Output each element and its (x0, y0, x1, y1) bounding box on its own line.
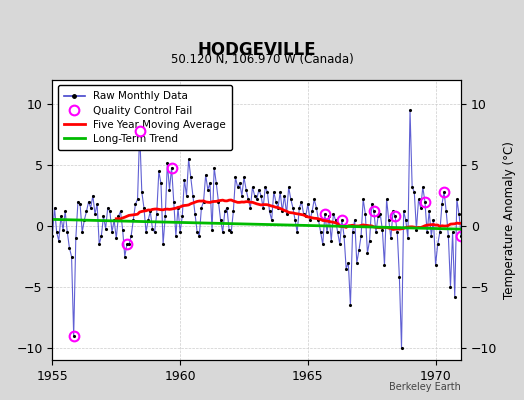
Text: 50.120 N, 106.970 W (Canada): 50.120 N, 106.970 W (Canada) (171, 53, 353, 66)
Title: HODGEVILLE: HODGEVILLE (198, 41, 316, 59)
Y-axis label: Temperature Anomaly (°C): Temperature Anomaly (°C) (503, 141, 516, 299)
Legend: Raw Monthly Data, Quality Control Fail, Five Year Moving Average, Long-Term Tren: Raw Monthly Data, Quality Control Fail, … (58, 85, 232, 150)
Text: Berkeley Earth: Berkeley Earth (389, 382, 461, 392)
